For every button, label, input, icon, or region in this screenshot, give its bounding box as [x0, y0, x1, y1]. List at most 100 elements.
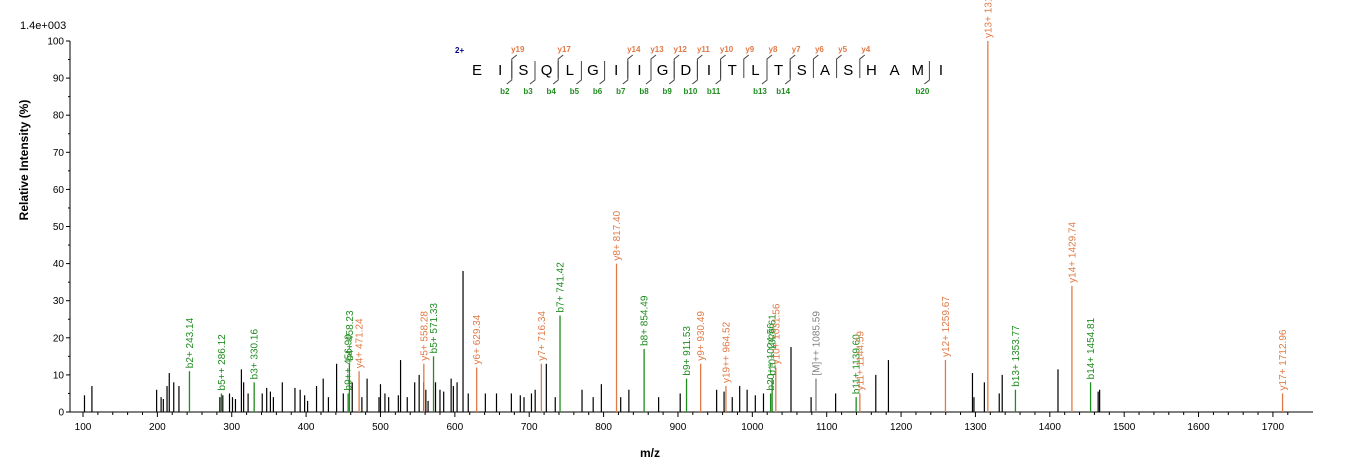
b-ion-label: b11: [707, 87, 721, 96]
b-ion-label: b20: [916, 87, 930, 96]
b-ion-bracket: [924, 61, 930, 85]
peak-label: b14+ 1454.81: [1086, 317, 1097, 379]
peak-label: y10+ 1031.56: [771, 303, 782, 364]
sequence-residue: L: [566, 62, 574, 79]
x-tick-label: 900: [670, 422, 687, 433]
peak-label: b9+ 911.53: [682, 326, 693, 376]
peak-label: y7+ 716.34: [537, 311, 548, 361]
peak-label: b10+ 1026.61: [768, 314, 779, 376]
y-tick-label: 50: [53, 222, 65, 233]
charge-state-label: 2+: [455, 46, 464, 55]
sequence-residue: T: [774, 62, 783, 79]
peak-label: [M]++ 1085.59: [811, 311, 822, 376]
y-ion-bracket: [766, 54, 773, 78]
peak-label: y5+ 558.28: [419, 311, 430, 361]
x-tick-label: 1500: [1113, 422, 1136, 433]
y-ion-bracket: [511, 54, 518, 78]
y-axis-title: Relative Intensity (%): [17, 100, 31, 221]
y-ion-label: y19: [511, 45, 525, 54]
y-ion-label: y13: [650, 45, 664, 54]
y-ion-bracket: [743, 54, 750, 78]
y-ion-label: y10: [720, 45, 734, 54]
y-ion-bracket: [859, 54, 866, 78]
x-tick-label: 1000: [741, 422, 764, 433]
peak-label: y13+ 1316.66: [983, 0, 994, 38]
sequence-residue: I: [637, 62, 641, 79]
peak-label: b3+ 330.16: [250, 329, 261, 380]
y-ion-label: y7: [792, 45, 801, 54]
x-tick-label: 1600: [1187, 422, 1210, 433]
b-ion-label: b9: [663, 87, 673, 96]
x-tick-label: 600: [447, 422, 464, 433]
peak-label: y11+ 1144.59: [855, 331, 866, 391]
sequence-residue: H: [866, 62, 877, 79]
y-tick-label: 90: [53, 74, 65, 85]
sequence-residue: D: [680, 62, 691, 79]
b-ion-bracket: [645, 61, 652, 85]
y-ion-label: y14: [627, 45, 641, 54]
x-tick-label: 1300: [964, 422, 987, 433]
b-ion-bracket: [784, 61, 791, 85]
y-tick-label: 0: [58, 408, 64, 419]
y-tick-label: 20: [53, 333, 65, 344]
y-tick-label: 80: [53, 111, 65, 122]
y-ion-bracket: [720, 54, 726, 78]
y-ion-label: y17: [558, 45, 572, 54]
x-tick-label: 400: [298, 422, 315, 433]
x-tick-label: 100: [75, 422, 92, 433]
y-ion-bracket: [673, 54, 680, 78]
sequence-residue: M: [912, 62, 925, 79]
x-axis-title: m/z: [640, 446, 660, 460]
y-ion-bracket: [812, 54, 819, 78]
x-tick-label: 200: [149, 422, 166, 433]
y-axis: 0 10 20 30 40 50 60 70 80 90 100: [47, 37, 71, 419]
b-ion-label: b14: [776, 87, 790, 96]
sequence-residue: S: [843, 62, 853, 79]
sequence-residue: S: [518, 62, 528, 79]
y-ion-label: y12: [674, 45, 688, 54]
y-ion-bracket: [627, 54, 634, 78]
y-ion-label: y4: [861, 45, 870, 54]
peak-label: y14+ 1429.74: [1067, 222, 1078, 283]
y-tick-label: 40: [53, 259, 65, 270]
peak-label: y17+ 1712.96: [1278, 329, 1289, 390]
b-ion-bracket: [552, 61, 559, 85]
peak-label: y9+ 930.49: [696, 311, 707, 361]
peak-label: b20++ 1024.56: [766, 323, 777, 391]
sequence-residue: I: [939, 62, 943, 79]
y-ion-label: y8: [769, 45, 778, 54]
b-ion-label: b8: [639, 87, 649, 96]
sequence-residue: I: [614, 62, 618, 79]
peak-label: b5+ 571.33: [429, 303, 440, 354]
peak-label: y4+ 471.24: [355, 318, 366, 368]
b-ion-label: b3: [523, 87, 533, 96]
b-ion-bracket: [506, 61, 513, 85]
peak-labels-layer: b2+ 243.14 b5++ 286.12 b3+ 330.16 b9++ 456.…: [185, 0, 1289, 394]
y-tick-label: 10: [53, 370, 65, 381]
b-ion-label: b6: [593, 87, 603, 96]
b-ion-bracket: [761, 61, 768, 85]
x-tick-label: 300: [223, 422, 240, 433]
y-tick-label: 60: [53, 185, 65, 196]
peak-label: y6+ 629.34: [472, 314, 483, 364]
sequence-residue: G: [657, 62, 669, 79]
sequence-residue: I: [707, 62, 711, 79]
b-ion-bracket: [622, 61, 629, 85]
b-ion-label: b5: [570, 87, 580, 96]
b-ion-label: b7: [616, 87, 626, 96]
x-tick-label: 1700: [1262, 422, 1285, 433]
b-ion-bracket: [692, 61, 698, 85]
y-ion-label: y5: [838, 45, 847, 54]
peak-label: b11+ 1139.60: [852, 334, 863, 394]
sequence-residue: G: [587, 62, 599, 79]
peak-label: b8+ 854.49: [640, 295, 651, 346]
b-ion-bracket: [529, 61, 536, 85]
x-axis: 100 200 300 400 500 600 700 800 900 1000 1100 1200 1…: [70, 411, 1313, 433]
b-ion-label: b13: [753, 87, 767, 96]
y-ion-bracket: [789, 54, 796, 78]
y-ion-label: y11: [697, 45, 710, 54]
b-ion-label: b4: [547, 87, 557, 96]
b-ion-label: b10: [684, 87, 698, 96]
peak-label: b2+ 243.14: [185, 317, 196, 368]
